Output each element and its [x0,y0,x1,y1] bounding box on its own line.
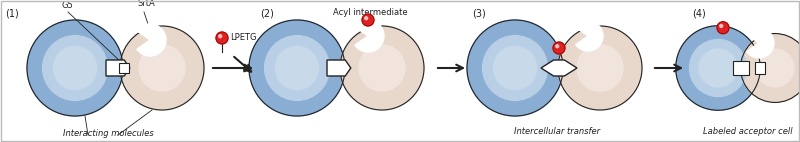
Ellipse shape [42,36,107,100]
Wedge shape [355,20,384,52]
Circle shape [717,22,729,34]
Circle shape [218,35,222,38]
Ellipse shape [340,26,424,110]
Ellipse shape [676,26,760,110]
Circle shape [720,24,722,27]
Ellipse shape [558,26,642,110]
Wedge shape [746,28,774,58]
Text: Interacting molecules: Interacting molecules [62,129,154,138]
Text: Intercellular transfer: Intercellular transfer [514,127,600,136]
Polygon shape [106,60,130,76]
Text: (4): (4) [692,8,706,18]
Circle shape [362,14,374,26]
Ellipse shape [120,26,204,110]
Ellipse shape [265,36,330,100]
Text: (2): (2) [260,8,274,18]
Ellipse shape [359,45,405,91]
Ellipse shape [756,49,794,87]
Text: G5: G5 [62,1,74,10]
Text: Labeled acceptor cell: Labeled acceptor cell [703,127,793,136]
Text: (3): (3) [472,8,486,18]
Polygon shape [541,60,577,76]
Ellipse shape [577,45,623,91]
Text: LPETG: LPETG [230,34,257,42]
Ellipse shape [494,46,537,90]
Ellipse shape [139,45,185,91]
Text: SrtA: SrtA [138,0,156,8]
FancyBboxPatch shape [119,63,129,73]
Text: (1): (1) [5,8,18,18]
Ellipse shape [27,20,123,116]
Circle shape [556,45,558,48]
Wedge shape [137,24,166,56]
Text: Acyl intermediate: Acyl intermediate [333,8,407,17]
Wedge shape [576,21,603,51]
Ellipse shape [275,46,318,90]
Ellipse shape [249,20,345,116]
Ellipse shape [467,20,563,116]
Polygon shape [327,60,350,76]
Circle shape [553,42,565,54]
Ellipse shape [699,49,737,87]
Ellipse shape [54,46,97,90]
Circle shape [216,32,228,44]
Circle shape [365,17,368,20]
FancyBboxPatch shape [755,62,766,74]
Ellipse shape [741,34,800,102]
Ellipse shape [482,36,547,100]
FancyBboxPatch shape [733,61,749,75]
Ellipse shape [690,39,746,97]
